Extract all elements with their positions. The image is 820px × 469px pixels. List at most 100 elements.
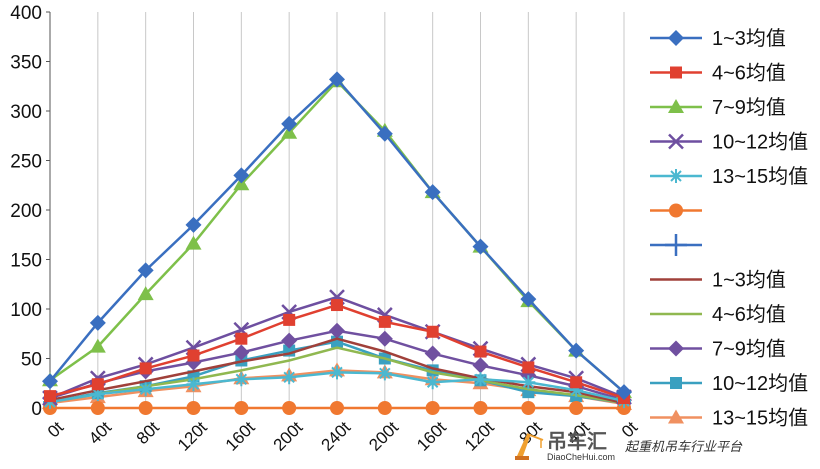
crane-logo-icon [515, 433, 544, 460]
data-point [42, 373, 58, 390]
data-point [90, 387, 105, 402]
data-point [331, 299, 343, 312]
data-point [472, 357, 489, 374]
legend-item-2: 7~9均值 [650, 96, 786, 119]
data-point [89, 338, 106, 353]
data-point [616, 384, 632, 401]
data-point [283, 313, 296, 326]
data-point [569, 383, 584, 398]
legend-marker [668, 133, 684, 150]
x-tick-label: 120t [174, 418, 211, 455]
legend-item-5 [650, 203, 702, 218]
data-point [185, 216, 202, 233]
data-point [330, 401, 344, 415]
y-tick-label: 50 [21, 350, 42, 371]
y-tick-label: 100 [10, 300, 42, 321]
data-point [234, 372, 249, 387]
series-group [42, 71, 632, 415]
data-point [472, 238, 489, 255]
legend-item-7: 1~3均值 [650, 269, 786, 292]
data-point [425, 401, 440, 415]
data-point [329, 71, 345, 88]
legend-item-3: 10~12均值 [650, 131, 808, 154]
data-point [376, 125, 393, 142]
data-point [137, 286, 154, 301]
y-tick-label: 400 [10, 3, 42, 24]
data-point [378, 315, 391, 328]
data-point [281, 115, 298, 132]
data-point [282, 370, 297, 385]
y-tick-label: 300 [10, 102, 42, 123]
data-point [233, 344, 250, 361]
series-4 [43, 365, 631, 410]
y-tick-label: 150 [10, 251, 42, 272]
x-tick-label: 240t [317, 418, 354, 455]
legend-label: 10~12均值 [712, 131, 808, 154]
data-point [569, 401, 584, 415]
legend-marker [670, 66, 682, 79]
x-tick-label: 200t [365, 418, 402, 455]
data-point [570, 376, 583, 389]
data-point [138, 382, 153, 397]
data-point [520, 291, 537, 308]
legend-label: 4~6均值 [712, 62, 786, 85]
data-point [44, 390, 56, 403]
legend-label: 10~12均值 [712, 372, 808, 395]
legend-marker [668, 340, 684, 357]
legend-item-11: 13~15均值 [650, 407, 808, 430]
data-point [522, 361, 535, 374]
data-point [281, 332, 298, 349]
data-point [329, 322, 345, 339]
data-point [377, 366, 392, 381]
legend-label: 1~3均值 [712, 27, 786, 50]
legend-marker [668, 99, 684, 113]
series-1 [44, 299, 630, 405]
data-point [474, 345, 487, 358]
x-tick-label: 160t [413, 418, 450, 455]
data-point [377, 401, 392, 415]
watermark-url: DiaoCheHui.com [547, 452, 615, 462]
watermark-brand: 吊车汇 [547, 429, 607, 453]
data-point [424, 184, 441, 201]
x-tick-label: 160t [222, 418, 259, 455]
x-tick-label: 40t [85, 418, 115, 448]
data-point [424, 345, 441, 362]
legend-label: 7~9均值 [712, 338, 786, 361]
legend-item-8: 4~6均值 [650, 303, 786, 326]
data-point [138, 401, 153, 415]
data-point [185, 235, 202, 250]
legend: 1~3均值 4~6均值 7~9均值 10~12均值 13~15均值 1~3均值 4~6均值 7… [650, 27, 808, 430]
data-point [90, 401, 105, 415]
watermark-slogan: 起重机吊车行业平台 [625, 439, 743, 454]
data-point [233, 167, 250, 184]
legend-label: 7~9均值 [712, 96, 786, 119]
data-point [139, 362, 152, 375]
data-point [186, 401, 201, 415]
legend-item-9: 7~9均值 [650, 338, 786, 361]
data-point [89, 314, 106, 331]
legend-marker [665, 234, 687, 256]
legend-item-4: 13~15均值 [650, 165, 808, 188]
legend-marker [669, 169, 683, 183]
y-tick-label: 0 [31, 399, 42, 420]
data-point [521, 375, 536, 390]
legend-label: 13~15均值 [712, 407, 808, 430]
data-point [376, 330, 393, 347]
legend-item-6 [650, 234, 702, 256]
x-tick-label: 120t [461, 418, 498, 455]
grid-lines [49, 12, 625, 408]
legend-marker [669, 203, 683, 218]
axes: 0 50 100 150 200 250 300 350 400 0t 40t 80t 120t 160t… [10, 3, 641, 455]
x-tick-label: 0t [44, 418, 68, 442]
y-tick-label: 350 [10, 53, 42, 74]
watermark: 吊车汇 DiaoCheHui.com 起重机吊车行业平台 [513, 426, 813, 464]
data-point [568, 342, 585, 359]
data-point [91, 378, 104, 391]
legend-label: 4~6均值 [712, 303, 786, 326]
legend-item-0: 1~3均值 [650, 27, 786, 50]
x-tick-label: 80t [133, 418, 163, 448]
series-0 [42, 71, 632, 401]
data-point [235, 332, 248, 345]
legend-item-10: 10~12均值 [650, 372, 808, 395]
